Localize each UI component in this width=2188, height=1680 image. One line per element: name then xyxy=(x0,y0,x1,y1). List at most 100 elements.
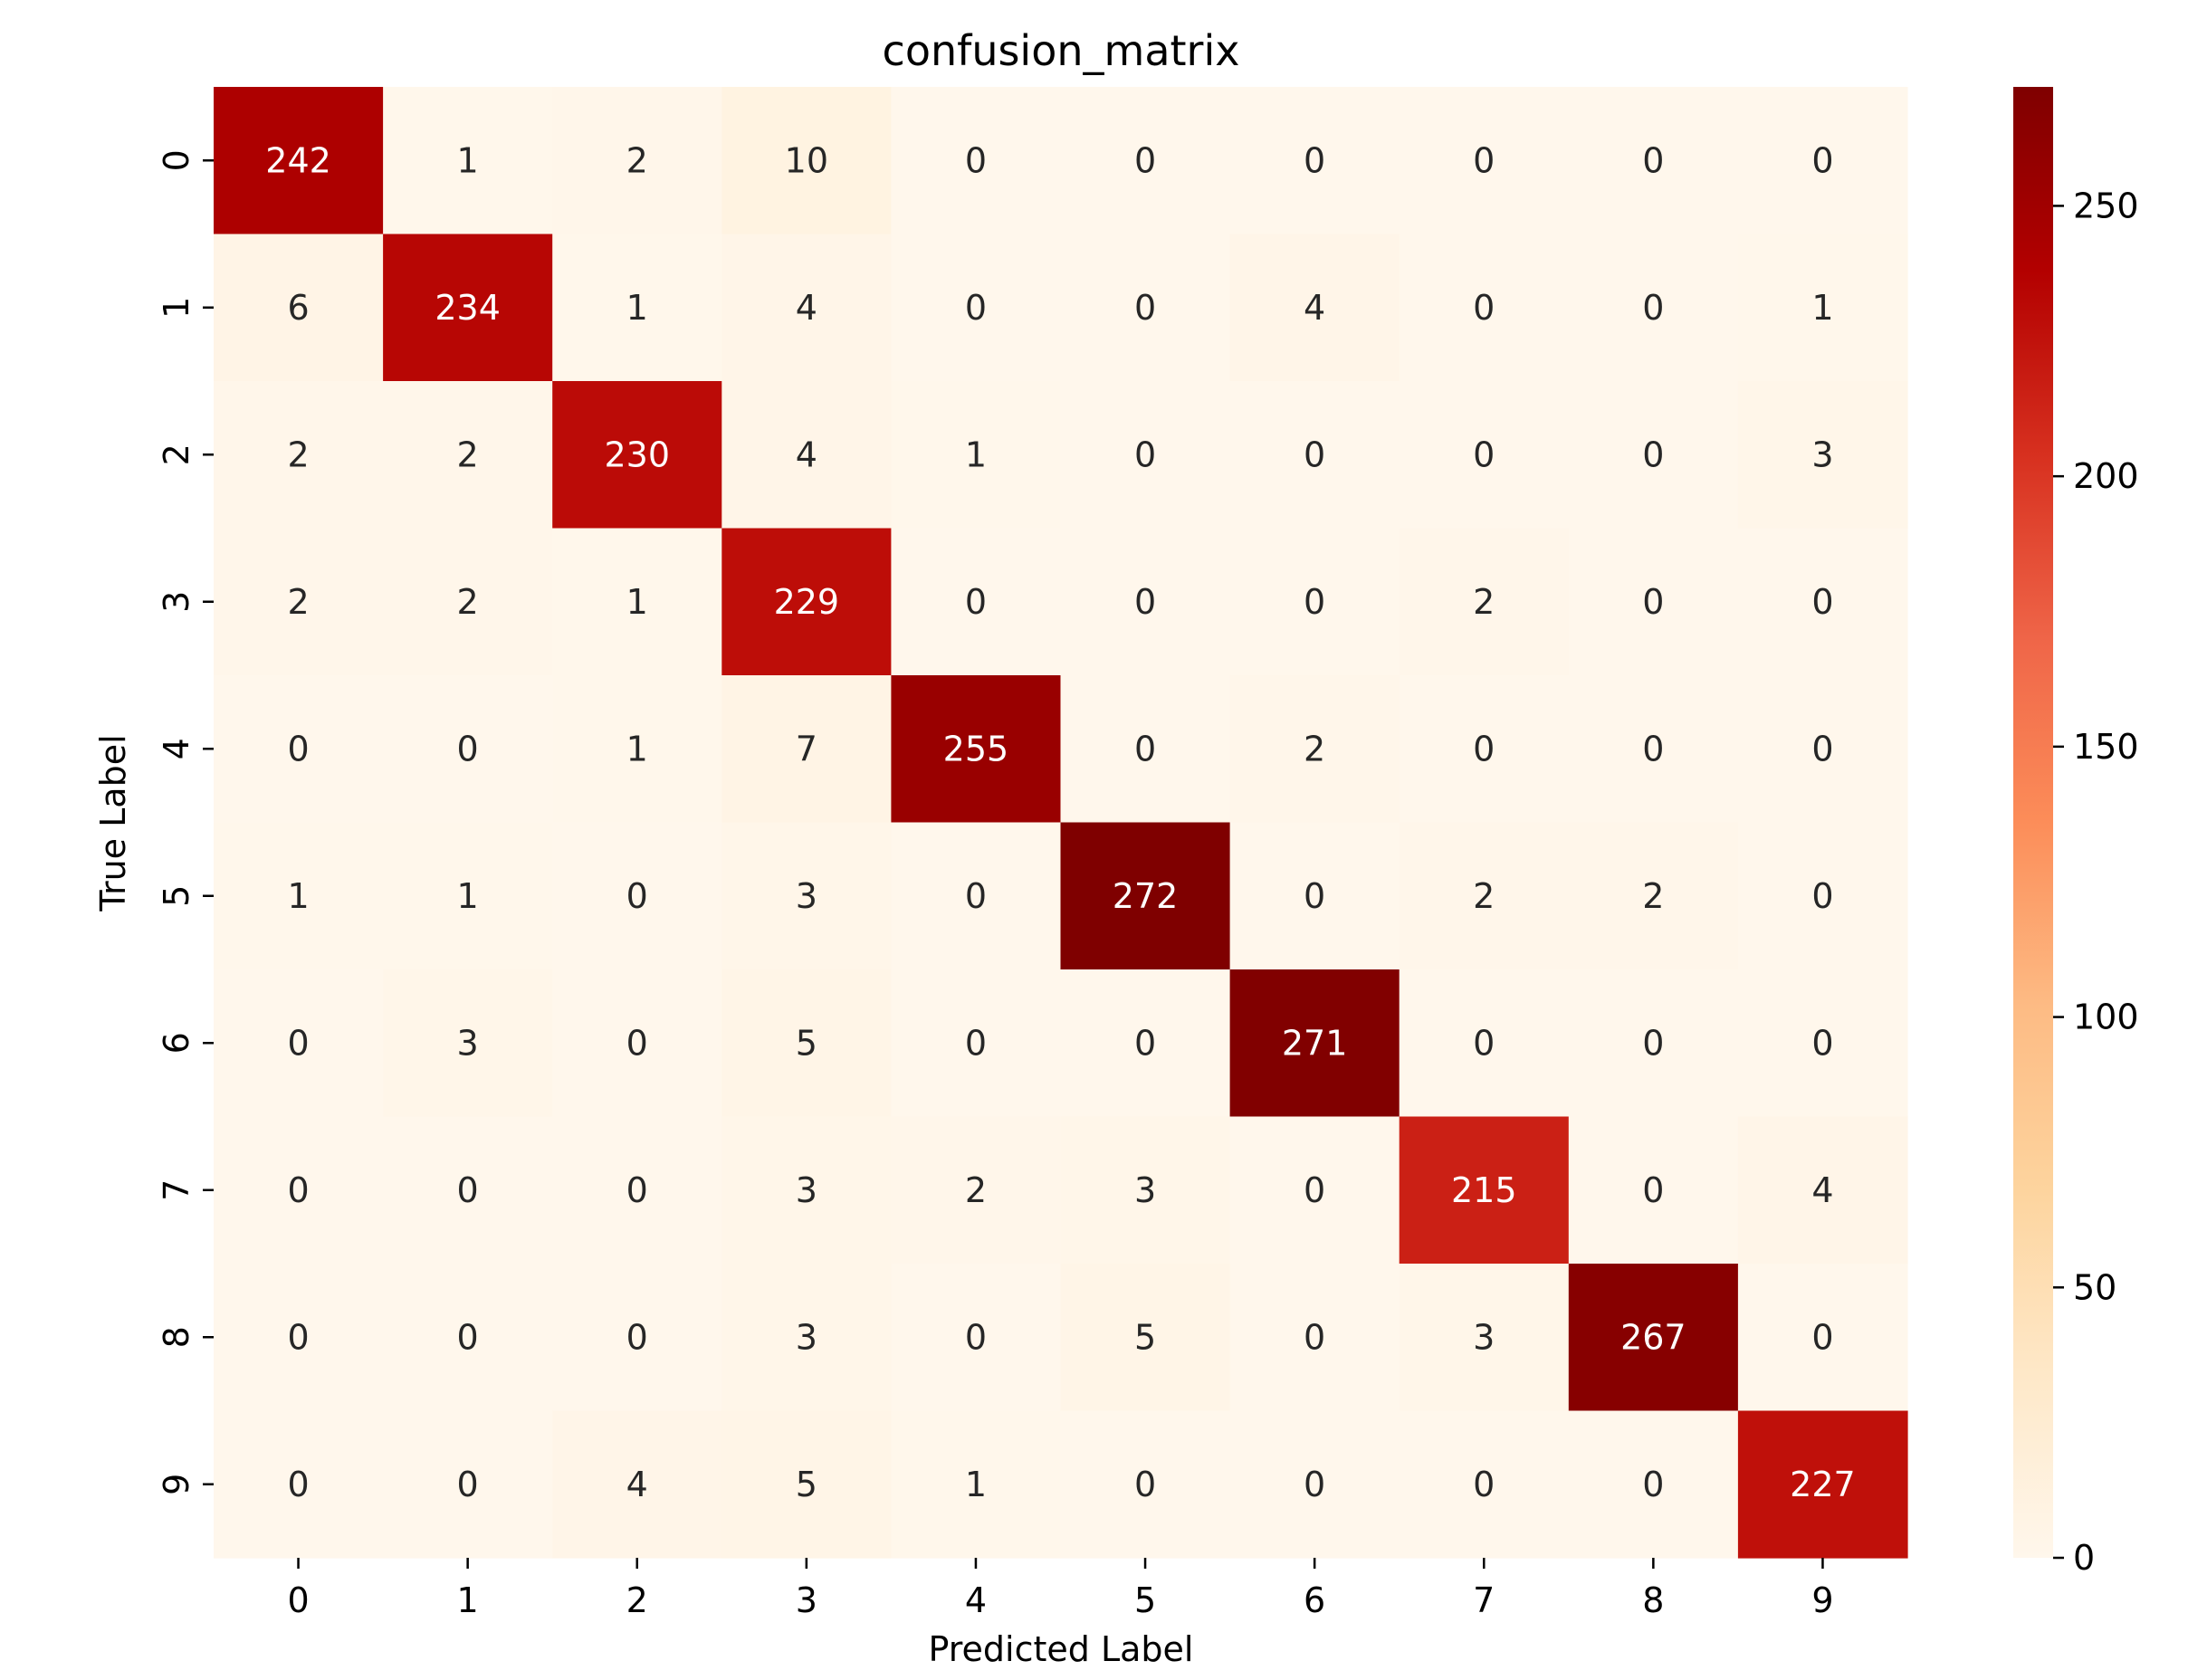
cell-value-label: 7 xyxy=(796,729,817,768)
heatmap-cell-r6-c6 xyxy=(1229,969,1400,1118)
cell-value-label: 0 xyxy=(1642,140,1664,180)
heatmap-cell-r1-c6 xyxy=(1229,234,1400,382)
heatmap-cell-r3-c6 xyxy=(1229,528,1400,676)
cell-value-label: 4 xyxy=(1304,288,1325,328)
heatmap-cell-r4-c7 xyxy=(1399,675,1570,824)
heatmap-cell-r4-c0 xyxy=(214,675,384,824)
heatmap-cell-r7-c4 xyxy=(891,1116,1062,1265)
heatmap-cell-r3-c9 xyxy=(1737,528,1908,676)
heatmap-cell-r4-c8 xyxy=(1568,675,1739,824)
heatmap-value-labels: 242 1 2 10 0 0 0 0 0 06 234 1 4 0 0 4 0 0 12 2 230 4 1 0 0 0 0 32 2 1… xyxy=(265,140,1855,1504)
cell-value-label: 0 xyxy=(965,582,987,622)
cell-value-label: 0 xyxy=(1134,434,1156,474)
heatmap-cell-r7-c2 xyxy=(552,1116,722,1265)
heatmap-cell-r9-c7 xyxy=(1399,1410,1570,1559)
cell-value-label: 0 xyxy=(1642,1023,1664,1063)
cell-value-label: 1 xyxy=(626,288,648,328)
cell-value-label: 0 xyxy=(626,876,648,916)
y-tick-label: 0 xyxy=(157,149,196,171)
cell-value-label: 0 xyxy=(457,1465,479,1504)
heatmap-cell-r1-c0 xyxy=(214,234,384,382)
cell-value-label: 0 xyxy=(1134,288,1156,328)
heatmap-cell-r2-c3 xyxy=(721,381,892,530)
cell-value-label: 0 xyxy=(1642,1170,1664,1210)
heatmap-cells xyxy=(214,87,1908,1559)
cell-value-label: 1 xyxy=(287,876,309,916)
cell-value-label: 2 xyxy=(457,434,479,474)
heatmap-cell-r1-c5 xyxy=(1060,234,1231,382)
cell-value-label: 0 xyxy=(1134,140,1156,180)
heatmap-cell-r9-c8 xyxy=(1568,1410,1739,1559)
heatmap-cell-r0-c4 xyxy=(891,87,1062,235)
x-tick-label: 5 xyxy=(1134,1580,1156,1620)
heatmap-cell-r5-c6 xyxy=(1229,822,1400,970)
heatmap-cell-r1-c8 xyxy=(1568,234,1739,382)
cell-value-label: 1 xyxy=(457,140,479,180)
cell-value-label: 2 xyxy=(287,434,309,474)
cell-value-label: 0 xyxy=(1304,1317,1325,1357)
cell-value-label: 0 xyxy=(1473,140,1495,180)
cell-value-label: 0 xyxy=(626,1170,648,1210)
heatmap-cell-r5-c2 xyxy=(552,822,722,970)
heatmap-cell-r2-c9 xyxy=(1737,381,1908,530)
heatmap-cell-r0-c7 xyxy=(1399,87,1570,235)
y-axis-ticks: 0 1 2 3 4 5 6 7 8 9 xyxy=(157,149,214,1495)
heatmap-cell-r8-c8 xyxy=(1568,1264,1739,1412)
heatmap-cell-r2-c0 xyxy=(214,381,384,530)
heatmap-cell-r6-c9 xyxy=(1737,969,1908,1118)
heatmap-cell-r7-c9 xyxy=(1737,1116,1908,1265)
heatmap-cell-r8-c1 xyxy=(383,1264,553,1412)
heatmap-cell-r8-c0 xyxy=(214,1264,384,1412)
heatmap-cell-r1-c2 xyxy=(552,234,722,382)
x-tick-label: 6 xyxy=(1304,1580,1325,1620)
heatmap-cell-r9-c0 xyxy=(214,1410,384,1559)
cell-value-label: 2 xyxy=(626,140,648,180)
heatmap-cell-r2-c8 xyxy=(1568,381,1739,530)
cell-value-label: 0 xyxy=(287,729,309,768)
cell-value-label: 5 xyxy=(796,1465,817,1504)
heatmap-cell-r2-c1 xyxy=(383,381,553,530)
colorbar-tick-label: 150 xyxy=(2073,727,2139,767)
heatmap-cell-r8-c6 xyxy=(1229,1264,1400,1412)
cell-value-label: 0 xyxy=(287,1317,309,1357)
cell-value-label: 1 xyxy=(626,729,648,768)
cell-value-label: 0 xyxy=(1304,1170,1325,1210)
x-tick-label: 1 xyxy=(457,1580,479,1620)
heatmap-cell-r8-c9 xyxy=(1737,1264,1908,1412)
cell-value-label: 0 xyxy=(1811,1023,1833,1063)
cell-value-label: 0 xyxy=(457,1317,479,1357)
heatmap-cell-r0-c2 xyxy=(552,87,722,235)
heatmap-cell-r6-c7 xyxy=(1399,969,1570,1118)
y-tick-label: 8 xyxy=(157,1326,196,1348)
y-axis-label: True Label xyxy=(93,734,133,912)
cell-value-label: 0 xyxy=(1642,1465,1664,1504)
heatmap-cell-r4-c1 xyxy=(383,675,553,824)
cell-value-label: 0 xyxy=(1134,1465,1156,1504)
cell-value-label: 0 xyxy=(1304,876,1325,916)
cell-value-label: 1 xyxy=(965,434,987,474)
heatmap-cell-r9-c3 xyxy=(721,1410,892,1559)
heatmap-cell-r0-c8 xyxy=(1568,87,1739,235)
cell-value-label: 0 xyxy=(1473,288,1495,328)
x-tick-label: 0 xyxy=(287,1580,309,1620)
cell-value-label: 2 xyxy=(1642,876,1664,916)
x-tick-label: 8 xyxy=(1642,1580,1664,1620)
cell-value-label: 2 xyxy=(457,582,479,622)
heatmap-cell-r9-c2 xyxy=(552,1410,722,1559)
cell-value-label: 0 xyxy=(965,1317,987,1357)
cell-value-label: 0 xyxy=(1473,729,1495,768)
heatmap-cell-r0-c6 xyxy=(1229,87,1400,235)
heatmap-cell-r8-c4 xyxy=(891,1264,1062,1412)
cell-value-label: 0 xyxy=(965,1023,987,1063)
heatmap-cell-r8-c2 xyxy=(552,1264,722,1412)
cell-value-label: 1 xyxy=(626,582,648,622)
x-axis-label: Predicted Label xyxy=(929,1629,1194,1669)
cell-value-label: 0 xyxy=(626,1317,648,1357)
cell-value-label: 0 xyxy=(1304,140,1325,180)
cell-value-label: 0 xyxy=(287,1023,309,1063)
cell-value-label: 215 xyxy=(1451,1170,1517,1210)
heatmap-cell-r2-c6 xyxy=(1229,381,1400,530)
cell-value-label: 0 xyxy=(457,1170,479,1210)
